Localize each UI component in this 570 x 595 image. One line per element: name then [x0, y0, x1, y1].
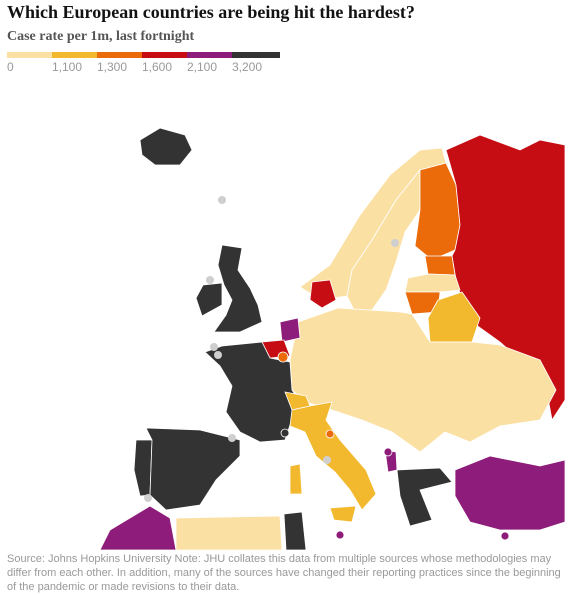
no-data-markers	[144, 196, 399, 502]
legend-label: 1,100	[52, 60, 82, 74]
luxembourg	[277, 351, 289, 363]
legend-swatch	[187, 52, 232, 58]
france	[204, 341, 301, 443]
gibraltar	[144, 494, 152, 502]
morocco	[99, 505, 177, 550]
faroe-islands	[218, 196, 226, 204]
legend-label: 0	[7, 60, 14, 74]
legend-label: 3,200	[232, 60, 262, 74]
legend-label: 1,600	[142, 60, 172, 74]
denmark	[309, 279, 337, 309]
source-note: Source: Johns Hopkins University Note: J…	[7, 553, 561, 593]
cyprus	[500, 531, 510, 541]
turkey	[454, 455, 566, 531]
montenegro	[383, 447, 393, 457]
legend-swatch	[97, 52, 142, 58]
guernsey	[210, 343, 218, 351]
monaco	[280, 428, 290, 438]
legend-swatch	[7, 52, 52, 58]
netherlands	[279, 317, 301, 343]
sardinia	[289, 463, 303, 495]
title: Which European countries are being hit t…	[7, 2, 415, 22]
tunisia	[283, 511, 307, 550]
legend-labels: 0 1,100 1,300 1,600 2,100 3,200	[7, 60, 262, 74]
sicily	[329, 505, 357, 523]
portugal	[133, 439, 153, 497]
aland	[391, 239, 399, 247]
italy	[289, 401, 377, 511]
andorra	[228, 434, 236, 442]
subtitle: Case rate per 1m, last fortnight	[7, 29, 195, 44]
legend-swatch	[142, 52, 187, 58]
algeria	[175, 515, 283, 550]
estonia	[424, 255, 456, 276]
vatican	[323, 456, 331, 464]
ireland	[195, 282, 223, 317]
finland	[414, 162, 461, 261]
countries	[99, 127, 566, 550]
legend-label: 2,100	[187, 60, 217, 74]
legend	[7, 52, 280, 58]
iceland	[139, 127, 193, 166]
latvia	[404, 273, 461, 293]
jersey	[214, 351, 222, 359]
san-marino	[325, 429, 335, 439]
legend-swatch	[52, 52, 97, 58]
great-britain	[213, 244, 263, 333]
legend-label: 1,300	[97, 60, 127, 74]
legend-swatch	[232, 52, 280, 58]
malta	[335, 530, 345, 540]
isle-of-man	[206, 276, 214, 284]
map: 0 1,100 1,300 1,600 2,100 3,200	[7, 52, 566, 550]
greece	[396, 467, 453, 527]
spain	[145, 427, 241, 511]
central-europe	[289, 307, 557, 453]
